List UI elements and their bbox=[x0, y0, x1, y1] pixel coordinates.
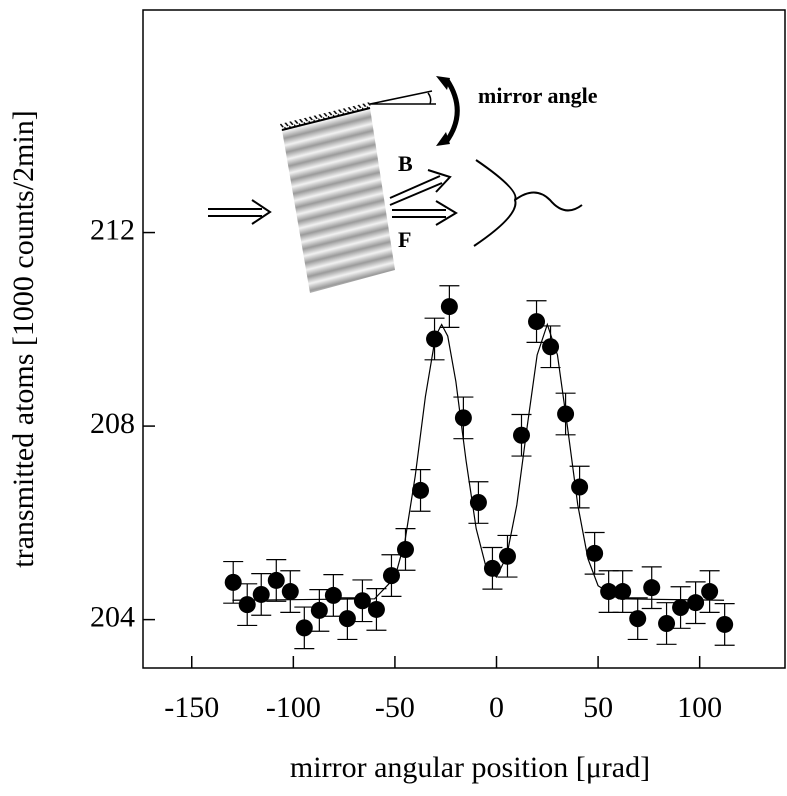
data-point bbox=[454, 409, 472, 427]
x-axis-label: mirror angular position [μrad] bbox=[290, 751, 650, 784]
y-tick-label: 204 bbox=[90, 601, 135, 634]
mirror-hatch bbox=[280, 102, 371, 131]
mirror bbox=[281, 107, 371, 131]
plot-frame bbox=[142, 9, 786, 669]
incident-arrow bbox=[208, 199, 272, 225]
data-point bbox=[338, 610, 356, 628]
f-arrow bbox=[392, 200, 458, 226]
data-point bbox=[687, 594, 705, 612]
y-tick-label: 208 bbox=[90, 407, 135, 440]
data-point bbox=[716, 615, 734, 633]
annotation: B bbox=[398, 151, 413, 176]
data-point bbox=[672, 599, 690, 617]
data-point bbox=[238, 596, 256, 614]
data-point bbox=[542, 338, 560, 356]
data-point bbox=[353, 592, 371, 610]
data-point bbox=[614, 583, 632, 601]
rotation-arrowheads bbox=[436, 76, 450, 146]
fit-line bbox=[232, 322, 725, 601]
data-point bbox=[571, 478, 589, 496]
data-point bbox=[512, 426, 530, 444]
data-point bbox=[224, 573, 242, 591]
grating bbox=[282, 108, 395, 293]
data-point bbox=[252, 585, 270, 603]
b-arrow bbox=[389, 169, 452, 206]
data-point bbox=[629, 610, 647, 628]
data-point bbox=[412, 481, 430, 499]
x-tick-label: 50 bbox=[583, 691, 613, 724]
data-point bbox=[295, 619, 313, 637]
y-axis-label: transmitted atoms [1000 counts/2min] bbox=[7, 110, 40, 567]
annotation: F bbox=[398, 227, 411, 252]
data-point bbox=[324, 586, 342, 604]
data-point bbox=[701, 583, 719, 601]
data-point bbox=[440, 298, 458, 316]
data-point bbox=[310, 601, 328, 619]
data-point bbox=[469, 494, 487, 512]
x-tick-label: 0 bbox=[489, 691, 504, 724]
y-tick-label: 212 bbox=[90, 213, 135, 246]
data-point bbox=[643, 579, 661, 597]
data-point bbox=[396, 540, 414, 558]
data-point bbox=[483, 559, 501, 577]
data-point bbox=[658, 614, 676, 632]
x-tick-label: -100 bbox=[266, 691, 321, 724]
detector bbox=[473, 159, 583, 247]
x-tick-label: -150 bbox=[164, 691, 219, 724]
data-point bbox=[367, 600, 385, 618]
inset-diagram: mirror angle B F bbox=[208, 76, 598, 293]
x-tick-label: 100 bbox=[677, 691, 722, 724]
data-point bbox=[528, 313, 546, 331]
data-point bbox=[586, 544, 604, 562]
data-point bbox=[498, 547, 516, 565]
x-tick-label: -50 bbox=[375, 691, 415, 724]
data-point bbox=[382, 567, 400, 585]
rotation-arrow bbox=[443, 78, 460, 144]
angle-wedge bbox=[369, 90, 436, 105]
data-point bbox=[267, 571, 285, 589]
annotation: mirror angle bbox=[478, 83, 598, 108]
data-point bbox=[281, 583, 299, 601]
